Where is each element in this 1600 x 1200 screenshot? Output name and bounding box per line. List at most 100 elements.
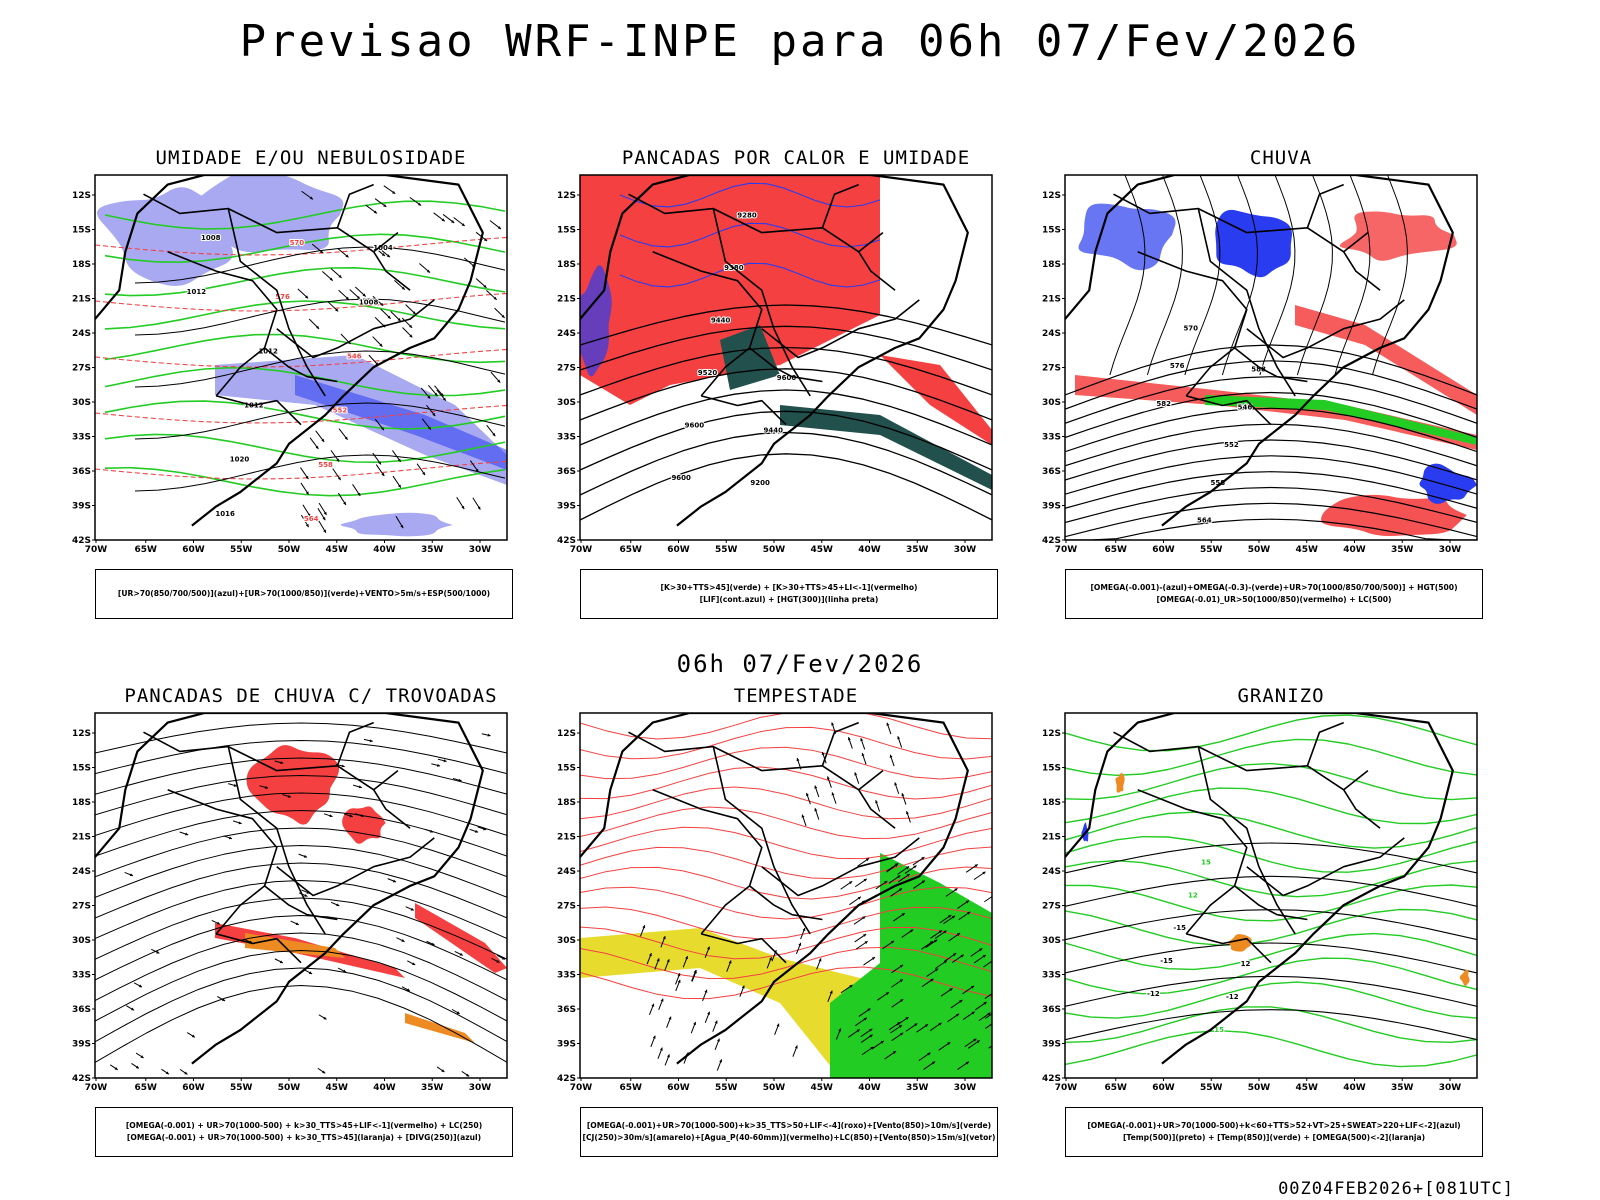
omega500-fill [1459,969,1470,986]
wind850-vector [997,1040,1000,1043]
contour-label: 552 [1224,441,1239,449]
wind850-vector [948,915,952,918]
wind850-vector [886,722,890,726]
wind-vector [427,395,431,399]
wind-vector [309,196,313,200]
wind850-vector [949,988,953,992]
instability-fill [405,1013,475,1043]
streamline-arrow [487,733,491,737]
temp850-contour [1065,787,1477,825]
lat-tick-label: 33S [72,971,91,981]
wind-vector [427,426,431,430]
wind850-vector [677,979,681,983]
wind-vector [381,472,385,477]
plot-frame [579,712,993,1079]
wind850-vector [930,978,934,982]
precip-water-contour [580,806,992,840]
lon-tick-label: 30W [469,1083,492,1093]
wind850-vector [947,1042,951,1046]
streamline-arrow [138,984,142,988]
wind850-vector [794,1045,798,1049]
wind-vector [451,220,455,223]
wind850-vector [849,984,853,988]
wind850-vector [943,960,948,964]
streamline [1109,175,1146,376]
map-granizo: -12 -15 -15 12 15 15 -12 12 12S 15S 18S 21S 24S 27S 30… [1042,712,1478,1093]
streamline [1259,175,1296,376]
wind850-vector [776,1023,780,1027]
wind-vector [461,223,465,227]
country-border [336,183,374,229]
streamline-arrow [295,922,299,926]
wind850-vector [798,942,802,946]
wind850-vector [943,930,947,934]
wind850-vector [707,1011,710,1015]
lon-tick-label: 55W [230,545,253,555]
hgt500-contour [1065,407,1477,453]
contour-label: 588 [1251,366,1266,374]
contour-label: 9600 [685,422,705,430]
legend-line-1: [OMEGA(-0.001)+UR>70(1000-500)+k>35_TTS>… [586,1121,992,1130]
wind-vector [387,315,391,319]
lat-tick-label: 27S [557,364,576,374]
streamline-arrow [406,988,410,992]
wind-vector [483,238,488,242]
humidity-band [215,355,507,485]
wind-vector [477,506,481,510]
lat-tick-label: 36S [72,467,91,477]
temp850-contour [1065,836,1477,873]
wind850-vector [965,900,969,904]
wind-vector [409,324,413,328]
streamline-250 [95,950,507,1022]
wind850-vector [985,1023,992,1029]
streamline [1184,175,1221,376]
wind850-vector [905,866,910,870]
wind-vector [379,343,383,347]
streamline-arrow [323,1016,327,1020]
country-border [1306,721,1344,767]
wind850-vector [826,776,830,780]
wind850-vector [857,896,861,900]
country-border [1246,299,1405,359]
lon-tick-label: 65W [135,1083,158,1093]
lat-tick-label: 33S [557,971,576,981]
contour-label: 576 [1170,362,1185,370]
streamline-arrow [221,998,226,1001]
wind850-vector [938,930,943,934]
footer-run-info: 00Z04FEB2026+[081UTC] [1278,1179,1514,1199]
legend-line-1: [OMEGA(-0.001) + UR>70(1000-500) + k>30_… [125,1121,483,1130]
wind-vector [307,513,311,517]
wind-vector [493,296,497,300]
streamline-arrow [483,827,487,831]
legend-line-1: [OMEGA(-0.001)-(azul)+OMEGA(-0.3)-(verde… [1090,583,1458,592]
wind-vector [337,476,341,481]
lon-tick-label: 55W [1200,1083,1223,1093]
streamline [1146,175,1183,376]
wind850-vector [906,874,910,877]
thickness-contour [95,292,507,312]
rain-fill [1295,305,1477,415]
lat-tick-label: 18S [1042,798,1061,808]
wind850-vector [861,752,865,757]
temp500-contour [1065,975,1477,1007]
country-border [821,183,859,229]
wind850-vector [955,1013,960,1017]
wind850-vector [875,800,879,804]
panel-pancadas-calor: PANCADAS POR CALOR E UMIDADE 9600 9600 952… [556,147,1036,627]
wind850-vector [898,888,903,892]
temp500-contour [1065,875,1477,907]
country-border [628,193,860,253]
wind-vector [441,218,445,222]
legend-box: [OMEGA(-0.001) + UR>70(1000-500) + k>30_… [95,1107,513,1157]
lon-tick-label: 60W [1152,545,1175,555]
contour-label: 12 [1188,891,1198,899]
wind850-vector [982,954,986,958]
wind-vector [345,254,349,258]
contour-label: 12 [1241,960,1251,968]
wind850-vector [831,792,835,796]
wind850-vector [831,722,835,726]
wind850-vector [987,1012,991,1016]
wind850-vector [714,1020,718,1024]
country-border [227,208,326,397]
country-border [1185,933,1272,964]
